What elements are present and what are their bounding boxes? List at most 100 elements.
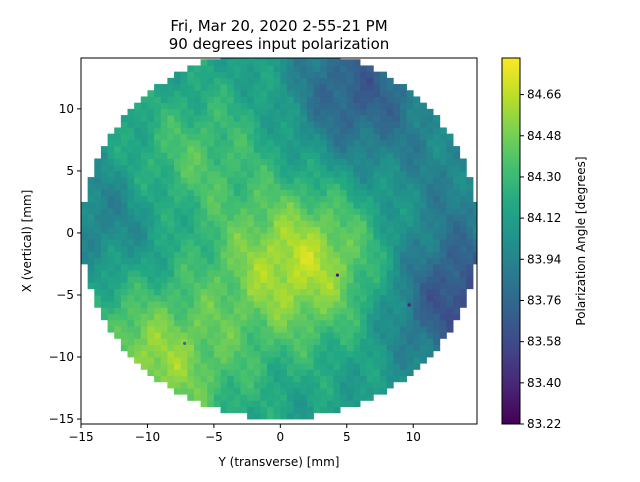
heatmap-cell [379, 307, 388, 314]
heatmap-cell [127, 319, 135, 327]
heatmap-cell [300, 214, 308, 221]
heatmap-cell [174, 288, 182, 296]
heatmap-cell [320, 146, 328, 153]
heatmap-cell [147, 245, 155, 252]
heatmap-cell [200, 214, 208, 221]
heatmap-cell [306, 84, 314, 91]
heatmap-cell [406, 363, 414, 370]
heatmap-cell [193, 294, 201, 302]
heatmap-cell [167, 332, 175, 339]
heatmap-cell [187, 84, 195, 91]
heatmap-cell [366, 127, 374, 135]
heatmap-cell [273, 96, 281, 104]
heatmap-cell [247, 288, 255, 296]
heatmap-cell [280, 90, 288, 97]
heatmap-cell [174, 357, 182, 364]
heatmap-cell [413, 313, 421, 321]
heatmap-cell [100, 276, 108, 283]
heatmap-cell [386, 201, 394, 209]
heatmap-cell [233, 226, 241, 234]
heatmap-cell [286, 59, 295, 66]
heatmap-cell [419, 288, 427, 296]
heatmap-cell [379, 375, 388, 383]
heatmap-cell [326, 338, 334, 345]
heatmap-cell [253, 325, 261, 333]
heatmap-cell [114, 127, 122, 135]
heatmap-cell [293, 350, 301, 358]
heatmap-cell [353, 350, 361, 358]
heatmap-cell [273, 189, 281, 197]
heatmap-cell [273, 195, 281, 203]
heatmap-cell [340, 220, 348, 228]
heatmap-cell [286, 294, 295, 302]
heatmap-cell [134, 115, 142, 122]
heatmap-cell [127, 152, 135, 159]
heatmap-cell [107, 164, 115, 172]
heatmap-cell [187, 96, 195, 104]
heatmap-cell [373, 369, 381, 377]
heatmap-cell [333, 288, 341, 296]
heatmap-cell [200, 350, 208, 358]
heatmap-cell [193, 239, 201, 246]
heatmap-cell [399, 239, 407, 246]
heatmap-cell [466, 214, 474, 221]
heatmap-cell [154, 357, 162, 364]
heatmap-cell [147, 146, 155, 153]
heatmap-cell [233, 301, 241, 308]
heatmap-cell [200, 369, 208, 377]
heatmap-cell [366, 381, 374, 389]
heatmap-cell [233, 195, 241, 203]
heatmap-cell [280, 406, 288, 414]
heatmap-cell [306, 133, 314, 141]
heatmap-cell [306, 263, 314, 271]
heatmap-cell [320, 96, 328, 104]
heatmap-cell [340, 59, 348, 66]
heatmap-cell [379, 177, 388, 184]
heatmap-cell [140, 158, 148, 166]
heatmap-cell [200, 208, 208, 215]
heatmap-cell [81, 257, 89, 265]
heatmap-cell [253, 146, 261, 153]
heatmap-cell [213, 152, 221, 159]
heatmap-cell [406, 350, 414, 358]
heatmap-cell [187, 301, 195, 308]
heatmap-cells [81, 58, 477, 420]
heatmap-cell [147, 270, 155, 277]
heatmap-cell [140, 288, 148, 296]
heatmap-cell [453, 214, 461, 221]
heatmap-cell [453, 220, 461, 228]
heatmap-cell [233, 294, 241, 302]
heatmap-cell [94, 245, 102, 252]
heatmap-cell [247, 208, 255, 215]
heatmap-cell [273, 369, 281, 377]
heatmap-cell [154, 319, 162, 327]
heatmap-cell [333, 282, 341, 290]
heatmap-cell [439, 270, 447, 277]
heatmap-cell [293, 158, 301, 166]
heatmap-cell [260, 90, 268, 97]
heatmap-cell [193, 84, 201, 91]
heatmap-cell [326, 357, 334, 364]
heatmap-cell [180, 263, 188, 271]
heatmap-cell [200, 121, 208, 128]
heatmap-cell [154, 251, 162, 259]
heatmap-cell [300, 108, 308, 116]
heatmap-cell [267, 245, 275, 252]
heatmap-cell [306, 170, 314, 178]
heatmap-cell [147, 363, 155, 370]
heatmap-cell [286, 263, 295, 271]
heatmap-cell [187, 394, 195, 401]
heatmap-cell [240, 319, 248, 327]
heatmap-cell [180, 158, 188, 166]
heatmap-cell [439, 214, 447, 221]
heatmap-cell [233, 59, 241, 66]
heatmap-cell [273, 232, 281, 240]
heatmap-cell [453, 152, 461, 159]
heatmap-cell [187, 77, 195, 85]
heatmap-cell [439, 164, 447, 172]
heatmap-cell [233, 282, 241, 290]
heatmap-cell [459, 301, 467, 308]
heatmap-cell [399, 344, 407, 352]
heatmap-cell [233, 363, 241, 370]
